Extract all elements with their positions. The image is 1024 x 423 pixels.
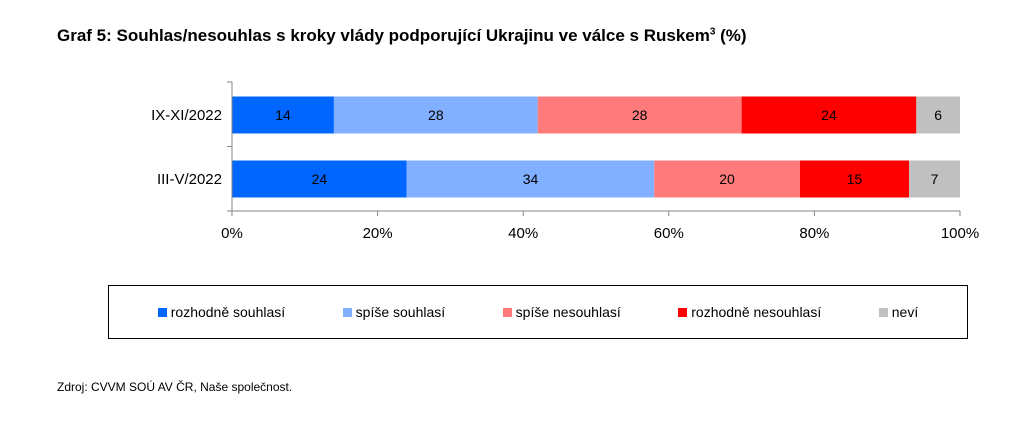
data-label: 6 <box>934 107 942 123</box>
bar-segment <box>232 96 334 134</box>
bar-segment <box>232 160 407 198</box>
bar-segment <box>799 160 910 198</box>
x-tick-label: 40% <box>508 225 538 242</box>
legend-item: rozhodně souhlasí <box>157 304 286 320</box>
legend-label: spíše nesouhlasí <box>515 304 621 320</box>
bar-segment <box>654 160 800 198</box>
data-label: 24 <box>821 107 837 123</box>
data-label: 15 <box>847 171 863 187</box>
chart-title-text: Graf 5: Souhlas/nesouhlas s kroky vlády … <box>57 26 710 45</box>
x-tick-label: 20% <box>363 225 393 242</box>
legend-label: rozhodně souhlasí <box>170 304 286 320</box>
legend-swatch <box>502 307 512 317</box>
title-footnote-mark: 3 <box>709 26 716 38</box>
data-label: 20 <box>719 171 735 187</box>
bar-segment <box>909 160 960 198</box>
legend-label: rozhodně nesouhlasí <box>691 304 822 320</box>
chart-title: Graf 5: Souhlas/nesouhlas s kroky vlády … <box>57 26 747 46</box>
data-label: 14 <box>275 107 291 123</box>
stacked-bar-chart: 14 28 28 24 6 IX-XI/2022 24 34 20 15 7 III-V/2022 0%… <box>151 81 979 242</box>
bar-segment <box>741 96 917 134</box>
legend-swatch <box>678 307 688 317</box>
legend-label: neví <box>891 304 919 320</box>
data-label: 24 <box>312 171 328 187</box>
chart-legend: rozhodně souhlasí spíše souhlasí spíše nes… <box>108 285 968 339</box>
x-tick-label: 100% <box>941 225 979 242</box>
category-label: IX-XI/2022 <box>151 107 222 124</box>
data-label: 7 <box>931 171 939 187</box>
x-tick-label: 60% <box>654 225 684 242</box>
legend-item: spíše nesouhlasí <box>502 304 621 320</box>
legend-item: rozhodně nesouhlasí <box>678 304 821 320</box>
x-tick-label: 0% <box>221 225 243 242</box>
bar-segment <box>537 96 742 134</box>
data-label: 28 <box>632 107 648 123</box>
legend-label: spíše souhlasí <box>355 304 446 320</box>
legend-swatch <box>878 307 888 317</box>
data-label: 34 <box>523 171 539 187</box>
legend-swatch <box>157 307 167 317</box>
bar-segment <box>406 160 655 198</box>
category-label: III-V/2022 <box>157 171 222 188</box>
source-note: Zdroj: CVVM SOÚ AV ČR, Naše společnost. <box>57 380 293 394</box>
title-unit: (%) <box>715 26 747 45</box>
bar-segment <box>333 96 538 134</box>
legend-swatch <box>342 307 352 317</box>
legend-item: neví <box>878 304 919 320</box>
legend-item: spíše souhlasí <box>342 304 446 320</box>
x-tick-label: 80% <box>799 225 829 242</box>
data-label: 28 <box>428 107 444 123</box>
bar-segment <box>916 96 960 134</box>
